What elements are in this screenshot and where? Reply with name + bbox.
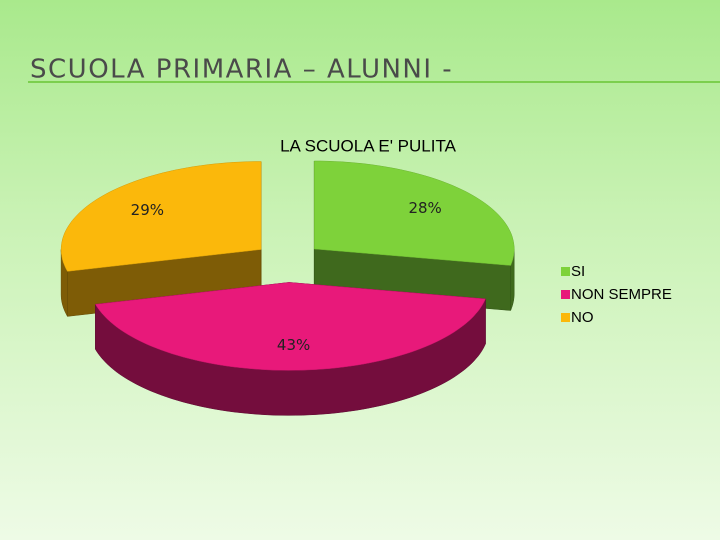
legend-label: SI [571,263,585,280]
legend-label: NON SEMPRE [571,286,672,303]
value-label: 28% [408,199,441,217]
slice [94,282,486,371]
value-label: 43% [277,336,310,354]
slide-title: SCUOLA PRIMARIA – ALUNNI - [30,55,453,85]
value-label: 29% [131,201,164,219]
legend-swatch [561,290,570,299]
slice [60,161,262,272]
legend-swatch [561,267,570,276]
legend-swatch [561,313,570,322]
slice [313,160,515,266]
chart-title: LA SCUOLA E' PULITA [280,136,456,155]
legend-label: NO [571,309,594,326]
